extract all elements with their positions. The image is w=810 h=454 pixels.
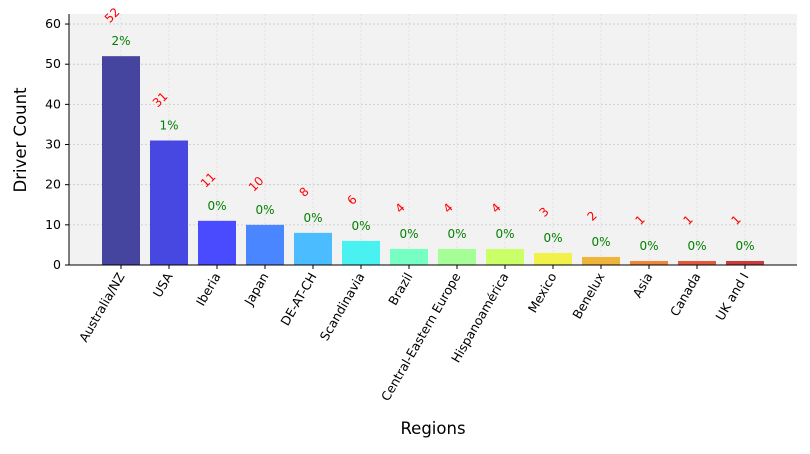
x-tick-label: Australia/NZ	[76, 270, 128, 345]
bar-11	[630, 260, 668, 265]
y-tick-label: 30	[45, 137, 61, 152]
bar-5	[342, 240, 380, 265]
bar-1	[150, 140, 188, 265]
y-tick-label: 50	[45, 56, 61, 71]
y-tick-label: 60	[45, 16, 61, 31]
x-tick-label: Mexico	[525, 270, 560, 315]
x-tick-label: DE-AT-CH	[277, 270, 319, 328]
bars-group	[102, 56, 764, 265]
x-tick-label: Benelux	[569, 270, 607, 321]
percent-label: 2%	[111, 34, 130, 48]
plot-background	[69, 14, 797, 265]
percent-label: 0%	[399, 227, 418, 241]
percent-label: 1%	[159, 119, 178, 133]
x-tick-label: Asia	[630, 270, 656, 300]
bar-3	[246, 224, 284, 265]
y-tick-label: 10	[45, 217, 61, 232]
x-tick-label: Japan	[241, 270, 272, 309]
y-axis-label: Driver Count	[11, 87, 30, 193]
x-tick-label: USA	[150, 270, 176, 300]
x-axis-label: Regions	[400, 419, 465, 438]
bar-6	[390, 248, 428, 265]
bar-9	[534, 252, 572, 265]
x-tick-label: UK and I	[712, 270, 751, 323]
x-tick-label: Scandinavia	[317, 270, 368, 343]
percent-label: 0%	[351, 219, 370, 233]
percent-label: 0%	[687, 239, 706, 253]
percent-labels-group: 2% 1% 0% 0% 0% 0% 0% 0% 0% 0% 0% 0% 0% 0%	[111, 34, 754, 253]
y-tick-label: 0	[53, 257, 61, 272]
percent-label: 0%	[207, 199, 226, 213]
x-tick-label: Canada	[667, 270, 704, 319]
percent-label: 0%	[639, 239, 658, 253]
percent-label: 0%	[543, 231, 562, 245]
bar-7	[438, 248, 476, 265]
bar-13	[726, 260, 764, 265]
bar-0	[102, 56, 140, 265]
y-tick-label: 20	[45, 177, 61, 192]
bar-8	[486, 248, 524, 265]
x-tick-label: Brazil	[385, 270, 415, 308]
bar-10	[582, 256, 620, 265]
bar-2	[198, 220, 236, 265]
percent-label: 0%	[591, 235, 610, 249]
x-tick-label: Iberia	[193, 270, 224, 308]
percent-label: 0%	[495, 227, 514, 241]
bar-4	[294, 232, 332, 265]
percent-label: 0%	[303, 211, 322, 225]
percent-label: 0%	[447, 227, 466, 241]
percent-label: 0%	[255, 203, 274, 217]
percent-label: 0%	[735, 239, 754, 253]
y-axis-ticks: 0 10 20 30 40 50 60	[45, 16, 69, 272]
bar-12	[678, 260, 716, 265]
x-axis-ticks: Australia/NZ USA Iberia Japan DE-AT-CHScandi…	[76, 265, 752, 403]
vertical-grid	[120, 14, 746, 265]
y-tick-label: 40	[45, 96, 61, 111]
